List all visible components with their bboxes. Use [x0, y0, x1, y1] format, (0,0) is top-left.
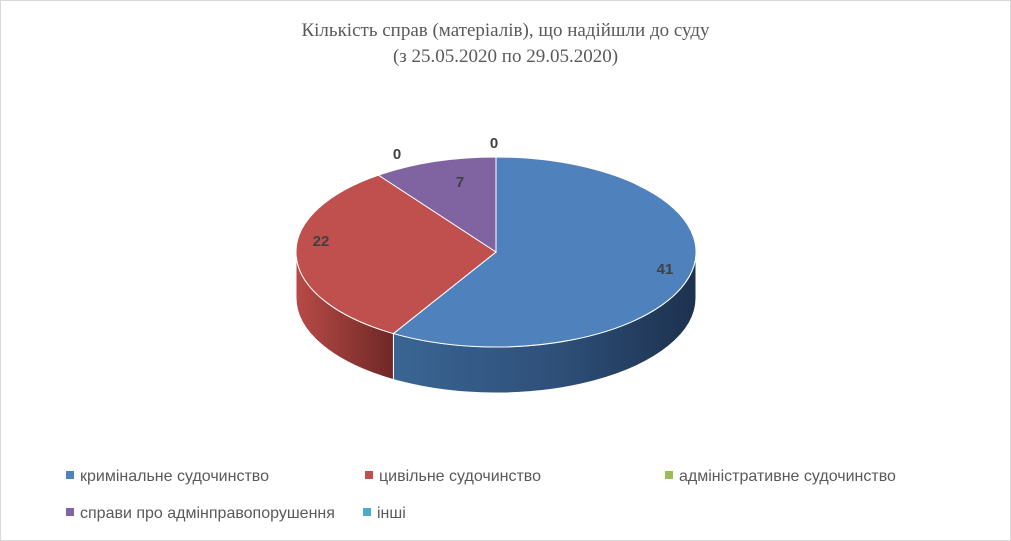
legend-item-criminal: кримінальне судочинство	[66, 468, 269, 486]
pie-slice-criminal	[392, 156, 697, 348]
legend-item-administrative: адміністративне судочинство	[665, 468, 896, 486]
legend-swatch	[66, 470, 74, 479]
data-label-administrative: 0	[393, 146, 401, 163]
chart-subtitle: (з 25.05.2020 по 29.05.2020)	[392, 46, 619, 67]
data-label-admin-offenses: 7	[456, 174, 464, 191]
legend-label: цивільне судочинство	[379, 468, 542, 485]
pie-slice-civil	[295, 174, 497, 335]
legend-label: кримінальне судочинство	[80, 468, 269, 485]
chart-title: Кількість справ (матеріалів), що надійшл…	[301, 20, 710, 41]
legend-item-civil: цивільне судочинство	[365, 468, 541, 486]
legend-item-admin-offenses: справи про адмінправопорушення	[66, 505, 335, 523]
data-label-other: 0	[490, 135, 498, 152]
data-label-criminal: 41	[657, 261, 674, 278]
legend-swatch	[66, 507, 74, 516]
pie-slice-admin-offenses	[377, 156, 497, 253]
legend-label: адміністративне судочинство	[679, 468, 896, 485]
legend-swatch	[363, 507, 371, 516]
legend-swatch	[665, 470, 673, 479]
legend-label: справи про адмінправопорушення	[80, 505, 335, 522]
legend-item-other: інші	[363, 505, 406, 523]
data-label-civil: 22	[313, 233, 330, 250]
legend-label: інші	[377, 505, 406, 522]
legend-swatch	[365, 470, 373, 479]
